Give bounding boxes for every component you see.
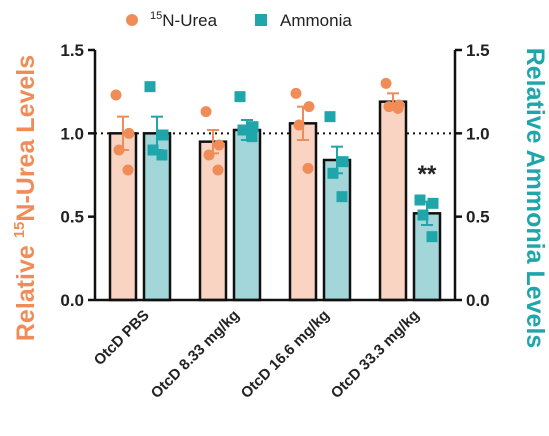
point-ammonia [427,197,439,209]
bar-ammonia [412,212,442,302]
legend-urea-label: 15N-Urea [150,10,218,30]
category-label: OtcD 33.3 mg/kg [328,307,423,402]
bar-urea [198,140,228,302]
point-ammonia [237,124,249,136]
point-urea [122,164,134,176]
legend-urea-marker [126,14,138,26]
left-tick-label: 1.5 [60,41,84,60]
point-ammonia [426,231,438,243]
point-ammonia [417,209,429,221]
left-y-axis-label: Relative 15N-Urea Levels [11,55,40,341]
legend: 15N-Urea Ammonia [126,10,352,30]
point-ammonia [414,194,426,206]
point-urea [213,139,225,151]
point-urea [392,102,404,114]
legend-ammonia-marker [255,14,267,26]
left-tick-label: 1.0 [60,124,84,143]
category-label: OtcD 8.33 mg/kg [148,307,243,402]
legend-ammonia-label: Ammonia [280,11,352,30]
annotations-group: ** [418,161,437,188]
bar-urea [378,100,408,302]
right-tick-label: 0.0 [466,291,490,310]
ticks-group: 0.0 0.0 0.5 0.5 1.0 1.0 1.5 1.5 [60,41,489,310]
point-urea [380,77,392,89]
point-ammonia [247,121,259,133]
category-label: OtcD 16.6 mg/kg [238,307,333,402]
left-tick-label: 0.5 [60,208,84,227]
point-urea [110,89,122,101]
point-ammonia [234,91,246,103]
right-tick-label: 1.0 [466,124,490,143]
category-label: OtcD PBS [91,307,153,369]
point-urea [290,87,302,99]
point-urea [293,119,305,131]
point-ammonia [246,131,258,143]
bar-ammonia [232,128,262,302]
left-tick-label: 0.0 [60,291,84,310]
point-ammonia [144,81,156,93]
error-bars-group [117,92,433,226]
bar-urea [288,122,318,302]
axes-group [93,50,457,302]
significance-marker: ** [418,161,437,188]
point-urea [302,162,314,174]
point-ammonia [336,191,348,203]
point-urea [212,164,224,176]
point-ammonia [324,111,336,123]
right-y-axis-label: Relative Ammonia Levels [521,48,549,349]
right-tick-label: 1.5 [466,41,490,60]
bar-urea [108,132,138,302]
point-ammonia [157,129,169,141]
right-tick-label: 0.5 [466,208,490,227]
point-urea [203,149,215,161]
point-urea [123,127,135,139]
bar-ammonia [322,158,352,302]
point-ammonia [156,149,168,161]
point-ammonia [337,156,349,168]
point-urea [200,106,212,118]
bar-ammonia [142,132,172,302]
